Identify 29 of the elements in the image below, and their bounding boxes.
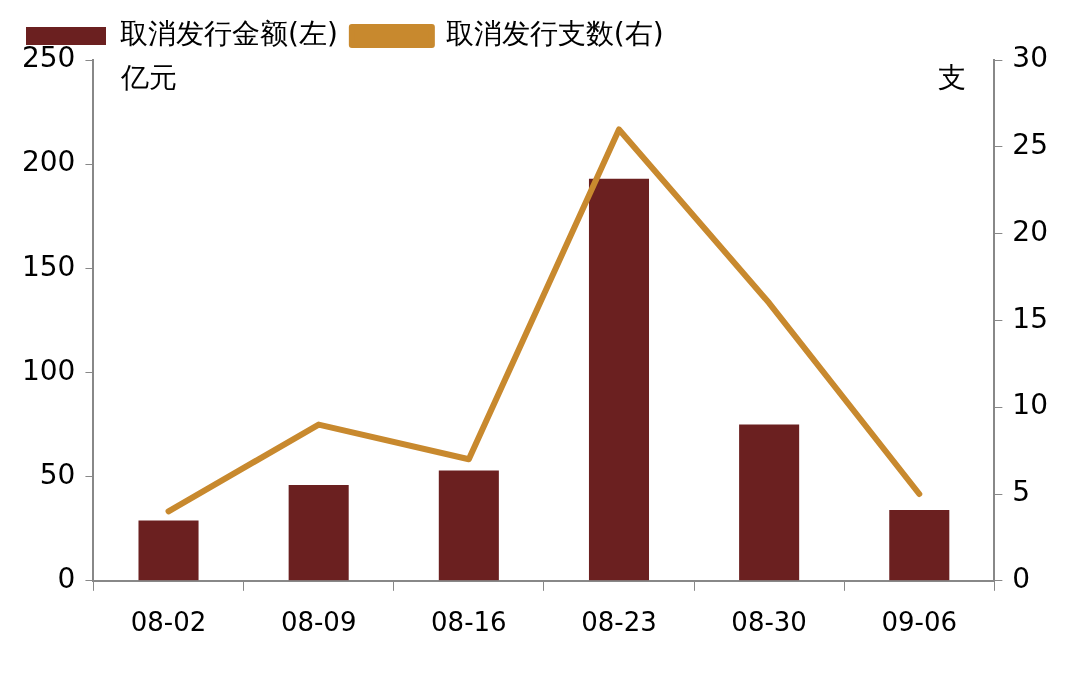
bar <box>288 484 349 581</box>
y2-tick-label: 5 <box>1012 475 1031 509</box>
y2-tick-label: 10 <box>1012 388 1049 422</box>
y-tick-label: 150 <box>21 249 76 283</box>
x-tick-label: 08-30 <box>731 607 807 638</box>
y2-tick-label: 25 <box>1012 128 1049 162</box>
bar <box>138 520 199 581</box>
y-tick-label: 0 <box>57 562 76 596</box>
y-tick-label: 200 <box>21 145 76 179</box>
y-tick-label: 250 <box>21 41 76 75</box>
bar <box>739 424 800 581</box>
x-tick-label: 08-23 <box>581 607 657 638</box>
y-axis-title: 亿元 <box>120 61 178 95</box>
x-tick-label: 08-16 <box>431 607 507 638</box>
y2-tick-label: 0 <box>1012 562 1031 596</box>
y-tick-label: 100 <box>21 353 76 387</box>
x-tick-label: 08-09 <box>280 607 357 638</box>
y2-axis-title: 支 <box>938 61 967 95</box>
bar <box>588 178 650 581</box>
legend-label: 取消发行支数(右) <box>445 17 664 51</box>
legend-label: 取消发行金额(左) <box>120 17 338 51</box>
x-tick-label: 09-06 <box>881 607 958 638</box>
y2-tick-label: 15 <box>1012 301 1049 335</box>
bar <box>438 470 499 581</box>
y2-tick-label: 20 <box>1012 214 1049 248</box>
bar <box>889 509 950 581</box>
x-tick-label: 08-02 <box>130 607 207 638</box>
y-tick-label: 50 <box>39 457 76 491</box>
y2-tick-label: 30 <box>1012 41 1049 75</box>
